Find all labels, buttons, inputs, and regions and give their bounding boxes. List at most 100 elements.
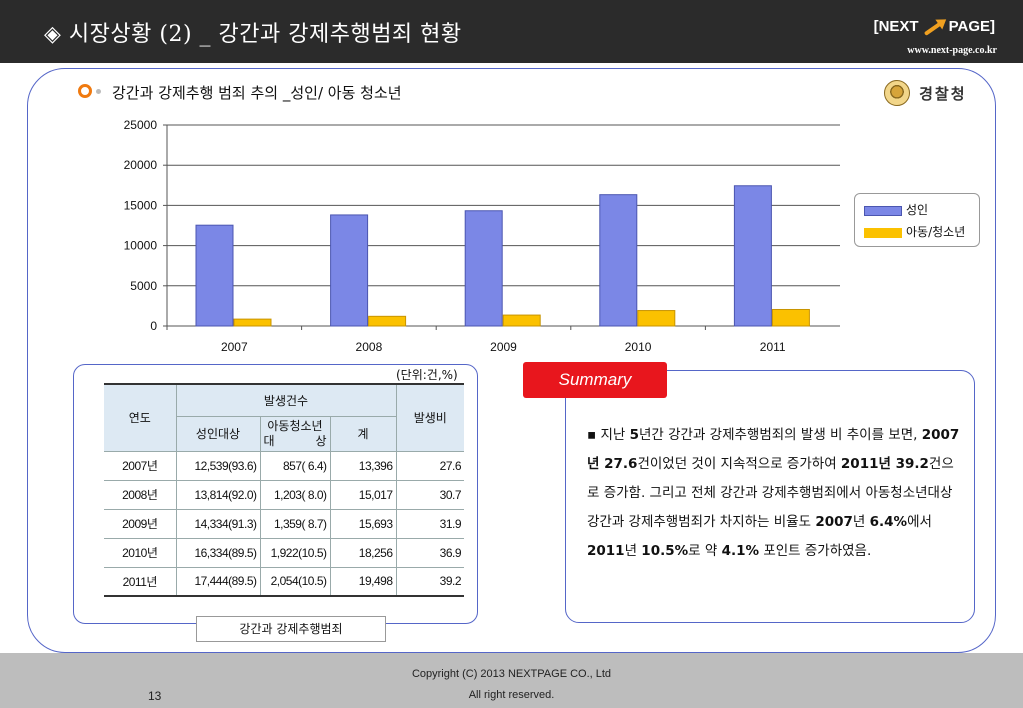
bar-adult: [195, 224, 234, 327]
summary-frame: [565, 370, 975, 623]
table-caption: 강간과 강제추행범죄: [196, 616, 386, 642]
th-youth-line2b: 상: [315, 433, 327, 448]
summary-bold: 2011: [587, 543, 625, 559]
dot-icon: [96, 89, 101, 94]
cell-youth: 2,054(10.5): [259, 567, 330, 597]
bar-adult: [330, 214, 369, 327]
cell-ratio: 39.2: [395, 567, 464, 597]
table-row: 2009년 14,334(91.3) 1,359( 8.7) 15,693 31.9: [104, 509, 464, 539]
x-tick-label: 2008: [356, 340, 383, 354]
summary-bold: 27.6: [604, 456, 638, 472]
x-tick-label: 2007: [221, 340, 248, 354]
th-occurrences: 발생건수: [175, 383, 397, 417]
brand-right: PAGE]: [948, 18, 995, 35]
arrow-icon: [921, 20, 947, 34]
cell-youth: 857( 6.4): [259, 451, 330, 481]
brand-url: www.next-page.co.kr: [907, 45, 997, 56]
police-emblem-icon: [884, 80, 910, 106]
legend-item-youth: 아동/청소년: [864, 223, 965, 240]
y-tick-label: 5000: [130, 279, 157, 293]
cell-total: 13,396: [329, 451, 396, 481]
bar-adult: [733, 185, 772, 327]
th-total: 계: [329, 415, 396, 452]
table-body: 2007년 12,539(93.6) 857( 6.4) 13,396 27.6 2008…: [104, 451, 464, 597]
cell-year: 2009년: [104, 509, 176, 539]
legend-swatch-youth: [864, 227, 902, 238]
cell-year: 2011년: [104, 567, 176, 597]
cell-adult: 13,814(92.0): [175, 480, 260, 510]
bar-youth: [233, 318, 272, 327]
th-ratio: 발생비: [395, 383, 464, 452]
th-youth-line2a: 대: [263, 433, 275, 448]
police-label: 경찰청: [919, 84, 967, 103]
x-tick-label: 2011: [760, 340, 786, 354]
summary-bold: 년: [878, 456, 896, 472]
summary-seg: ▪ 지난: [587, 427, 630, 443]
summary-bold: 2011: [840, 456, 879, 472]
summary-bold: 2007: [921, 427, 960, 443]
x-tick-label: 2010: [625, 340, 652, 354]
y-tick-label: 25000: [124, 118, 158, 132]
summary-tag: Summary: [523, 362, 667, 398]
summary-seg: 로 약: [688, 543, 722, 559]
table-unit: (단위:건,%): [394, 366, 460, 383]
footer: Copyright (C) 2013 NEXTPAGE CO., Ltd All…: [0, 653, 1023, 708]
page-title: ◈ 시장상황 (2) _ 강간과 강제추행범죄 현황: [44, 22, 462, 47]
brand-left: [NEXT: [873, 18, 919, 35]
summary-bold: 39.2: [895, 456, 929, 472]
cell-youth: 1,359( 8.7): [259, 509, 330, 539]
th-year: 연도: [104, 383, 177, 452]
cell-ratio: 27.6: [395, 451, 464, 481]
cell-ratio: 30.7: [395, 480, 464, 510]
legend-label-youth: 아동/청소년: [906, 225, 966, 239]
y-tick-label: 10000: [124, 239, 158, 253]
cell-year: 2007년: [104, 451, 176, 481]
summary-bold: 6.4%: [869, 514, 908, 530]
cell-adult: 14,334(91.3): [175, 509, 260, 539]
table-row: 2011년 17,444(89.5) 2,054(10.5) 19,498 39.2: [104, 567, 464, 597]
legend-label-adult: 성인: [906, 203, 929, 217]
bar-youth: [637, 310, 676, 327]
cell-adult: 16,334(89.5): [175, 538, 260, 568]
cell-adult: 17,444(89.5): [175, 567, 260, 597]
cell-total: 18,256: [329, 538, 396, 568]
summary-bold: 5: [629, 427, 639, 443]
summary-bold: 년: [587, 456, 605, 472]
content-frame: [27, 68, 996, 653]
copyright: Copyright (C) 2013 NEXTPAGE CO., Ltd: [411, 668, 612, 680]
brand-logo: [NEXT PAGE]: [874, 18, 995, 35]
cell-youth: 1,922(10.5): [259, 538, 330, 568]
summary-seg: 건이었던 것이 지속적으로 증가하여: [637, 456, 841, 472]
section-title: 강간과 강제추행 범죄 추의 _성인/ 아동 청소년: [112, 84, 402, 102]
cell-total: 19,498: [329, 567, 396, 597]
cell-year: 2008년: [104, 480, 176, 510]
y-tick-label: 20000: [124, 158, 158, 172]
th-youth-line1: 아동청소년: [267, 418, 323, 433]
table-row: 2008년 13,814(92.0) 1,203( 8.0) 15,017 30.7: [104, 480, 464, 510]
summary-seg: 년: [852, 514, 870, 530]
summary-seg: 건으로 증가함. 그리고 전체 강간과 강제추행범죄에서 아동청소년대상 강간과…: [587, 456, 954, 530]
summary-seg: 년간 강간과 강제추행범죄의 발생 비 추이를 보면,: [638, 427, 922, 443]
th-adult: 성인대상: [176, 415, 261, 452]
bar-youth: [502, 314, 541, 327]
summary-seg: 년: [624, 543, 642, 559]
bar-adult: [599, 194, 638, 327]
chart-legend: 성인 아동/청소년: [854, 193, 980, 247]
bar-youth: [771, 308, 810, 327]
y-tick-label: 15000: [124, 198, 158, 212]
circle-bullet-icon: [78, 84, 92, 98]
cell-ratio: 36.9: [395, 538, 464, 568]
cell-total: 15,017: [329, 480, 396, 510]
summary-seg: 에서: [907, 514, 932, 530]
summary-bold: 2007: [815, 514, 853, 530]
cell-ratio: 31.9: [395, 509, 464, 539]
bar-chart: 0 5000 10000 15000 20000 25000 2007 2008 2009 201…: [124, 118, 840, 354]
cell-youth: 1,203( 8.0): [259, 480, 330, 510]
table-row: 2007년 12,539(93.6) 857( 6.4) 13,396 27.6: [104, 451, 464, 481]
summary-seg: 포인트 증가하였음.: [759, 543, 872, 559]
header-bar: ◈ 시장상황 (2) _ 강간과 강제추행범죄 현황 [NEXT PAGE] ww…: [0, 0, 1023, 63]
y-tick-label: 0: [150, 319, 157, 333]
